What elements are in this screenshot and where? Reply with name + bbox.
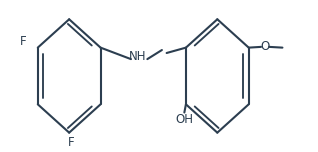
Text: F: F — [20, 35, 27, 48]
Text: OH: OH — [175, 113, 193, 126]
Text: O: O — [260, 40, 270, 53]
Text: F: F — [67, 136, 74, 149]
Text: NH: NH — [129, 50, 147, 63]
